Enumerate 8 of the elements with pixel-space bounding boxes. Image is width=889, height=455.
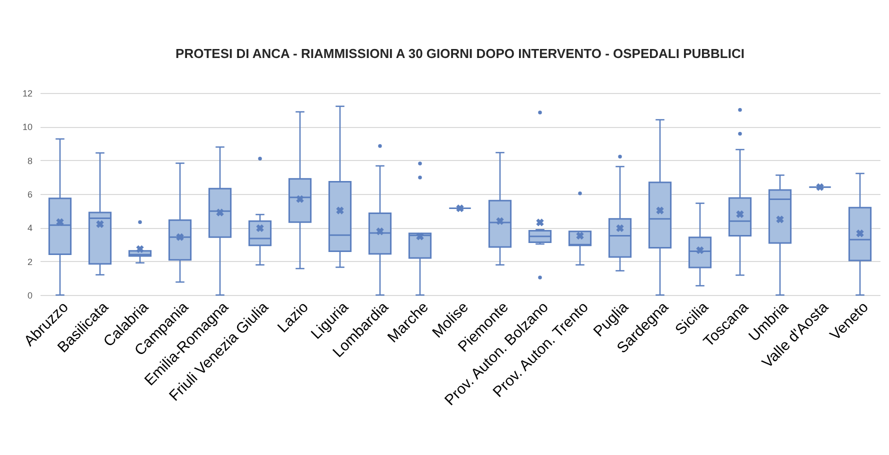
y-tick-label: 0 [27, 290, 32, 300]
y-tick-label: 4 [27, 223, 32, 234]
y-tick-label: 2 [27, 256, 32, 267]
y-tick-label: 8 [27, 156, 32, 166]
chart-title: PROTESI DI ANCA - RIAMMISSIONI A 30 GIORNI DOPO INTERVENTO - OSPEDALI PUBBLICI [176, 46, 744, 61]
y-tick-label: 12 [22, 88, 32, 98]
y-tick-label: 6 [27, 190, 32, 200]
y-tick-label: 10 [22, 122, 32, 132]
